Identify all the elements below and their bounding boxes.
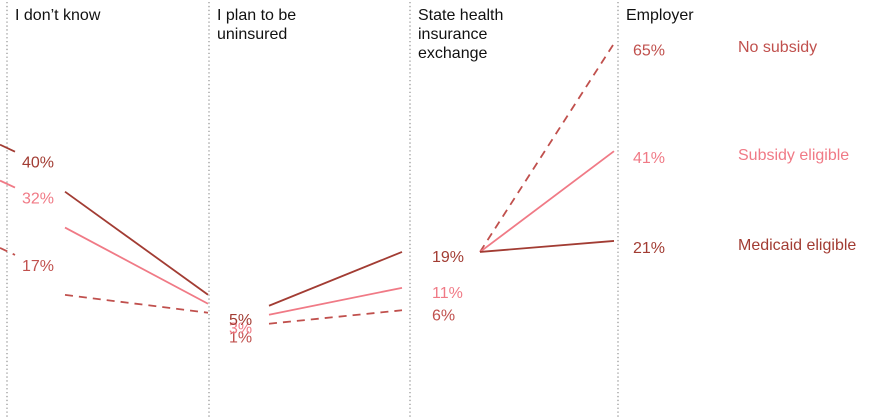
series-stub	[0, 143, 16, 153]
category-header-line: uninsured	[217, 26, 288, 43]
category-header: I don’t know	[15, 6, 100, 25]
value-label: 19%	[432, 249, 464, 266]
series-segment	[479, 150, 615, 253]
series-segment	[64, 190, 209, 296]
series-segment	[479, 240, 615, 253]
series-medicaid-eligible: 40% 5% 19% 21%	[0, 143, 665, 329]
series-segment	[64, 226, 209, 305]
legend-no-subsidy: No subsidy	[738, 39, 818, 57]
series-segment	[268, 286, 403, 316]
series-segment	[268, 309, 403, 325]
value-label: 32%	[22, 191, 54, 208]
category-header: I plan to be uninsured	[217, 6, 296, 44]
value-label: 41%	[633, 150, 665, 167]
series-segment	[64, 294, 209, 314]
value-label: 17%	[22, 258, 54, 275]
category-header-line: I plan to be	[217, 7, 297, 24]
category-header: Employer	[626, 6, 694, 25]
category-header: State health insurance exchange	[418, 6, 503, 63]
value-label: 11%	[432, 285, 463, 302]
value-label: 40%	[22, 155, 54, 172]
series-subsidy-eligible: 32% 3% 11% 41%	[0, 150, 665, 338]
series-segment	[479, 42, 615, 253]
series-stub	[0, 179, 16, 189]
value-label: 6%	[432, 307, 455, 324]
value-label: 65%	[633, 42, 665, 59]
value-label: 3%	[229, 321, 252, 338]
category-header-line: insurance	[418, 26, 488, 43]
category-header-line: I don’t know	[15, 7, 101, 24]
category-header-line: State health	[418, 7, 504, 24]
value-label: 5%	[229, 312, 252, 329]
legend-medicaid-eligible: Medicaid eligible	[738, 236, 857, 254]
category-header-line: exchange	[418, 45, 488, 62]
series-no-subsidy: 17% 1% 6% 65%	[0, 42, 665, 347]
category-header-line: Employer	[626, 7, 694, 24]
value-label: 1%	[229, 330, 252, 347]
legend-subsidy-eligible: Subsidy eligible	[738, 147, 850, 165]
series-stub	[0, 247, 16, 256]
series-segment	[268, 251, 403, 307]
value-label: 21%	[633, 240, 665, 257]
